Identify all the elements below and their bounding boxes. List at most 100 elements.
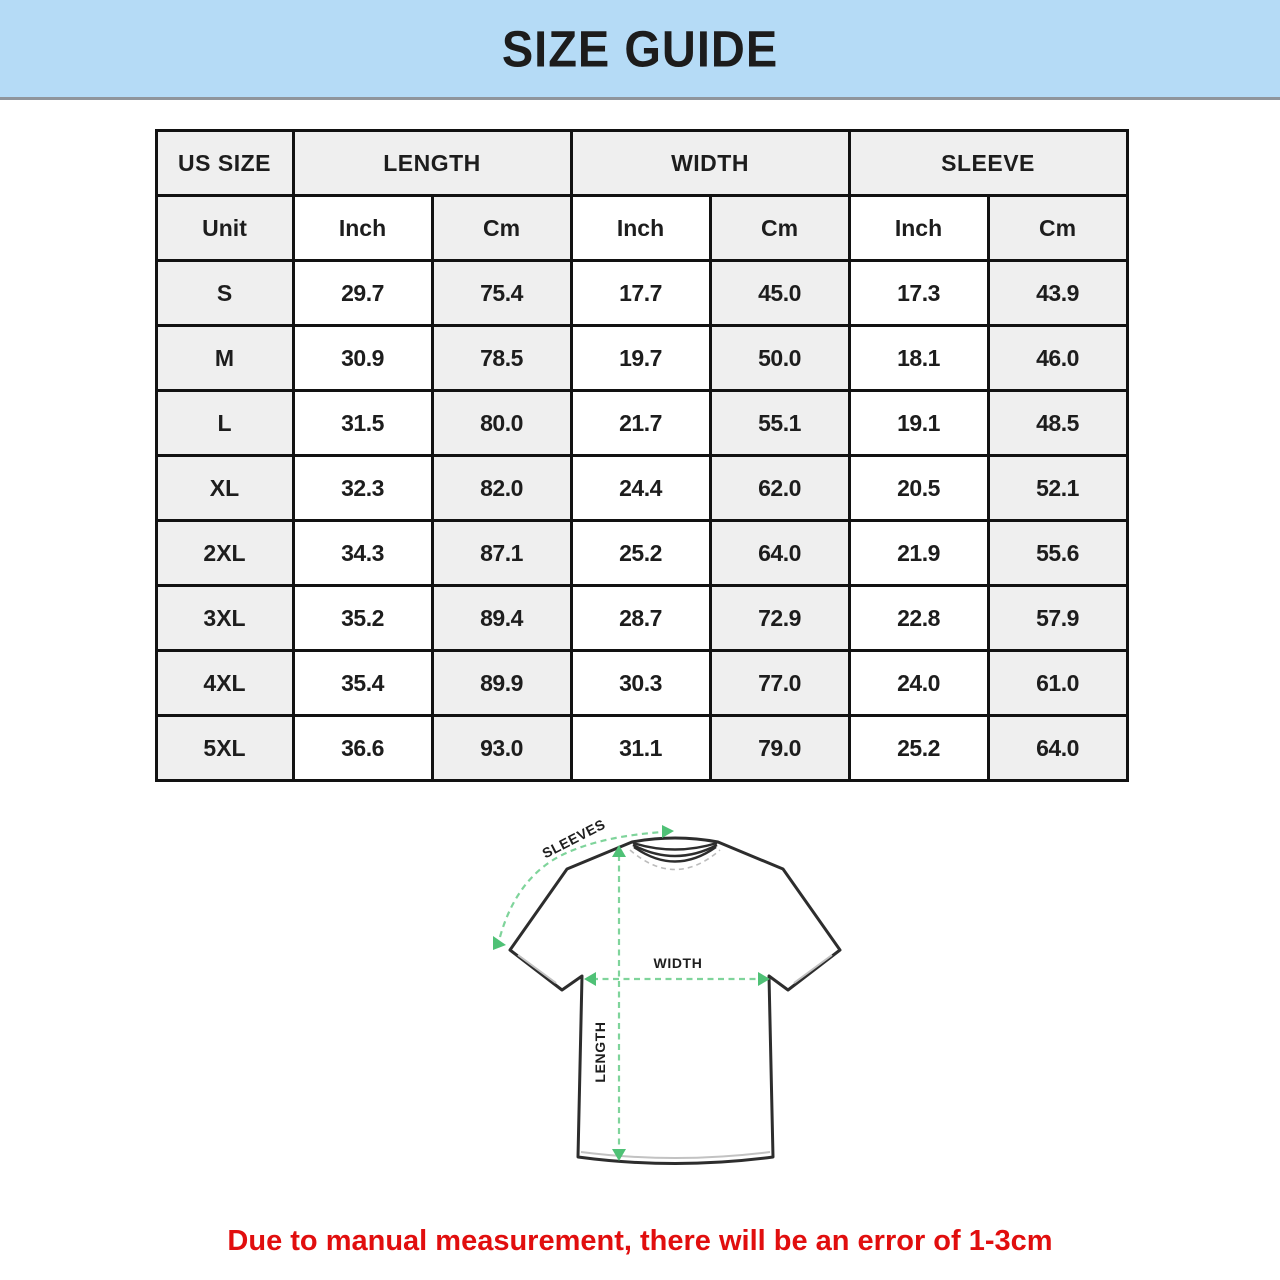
group-header-sleeve: SLEEVE — [847, 129, 1129, 197]
value-cell: 21.9 — [847, 519, 990, 587]
value-cell: 43.9 — [986, 259, 1129, 327]
value-cell: 25.2 — [569, 519, 712, 587]
arrow-down-left-icon — [493, 936, 506, 950]
value-cell: 93.0 — [430, 714, 573, 782]
value-cell: 55.1 — [708, 389, 851, 457]
value-cell: 18.1 — [847, 324, 990, 392]
value-cell: 57.9 — [986, 584, 1129, 652]
value-cell: 21.7 — [569, 389, 712, 457]
unit-cell: Cm — [430, 194, 573, 262]
table-row-xl: XL 32.3 82.0 24.4 62.0 20.5 52.1 — [154, 454, 1129, 522]
measurement-disclaimer: Due to manual measurement, there will be… — [227, 1225, 1053, 1257]
value-cell: 50.0 — [708, 324, 851, 392]
sleeves-label: SLEEVES — [539, 816, 608, 861]
table-row-m: M 30.9 78.5 19.7 50.0 18.1 46.0 — [154, 324, 1129, 392]
size-cell: 4XL — [154, 649, 295, 717]
collar-stitch — [629, 849, 721, 871]
value-cell: 72.9 — [708, 584, 851, 652]
value-cell: 25.2 — [847, 714, 990, 782]
arrow-down-icon — [612, 1149, 626, 1161]
table-row-s: S 29.7 75.4 17.7 45.0 17.3 43.9 — [154, 259, 1129, 327]
tshirt-svg: SLEEVES WIDTH LENGTH — [493, 816, 842, 1165]
value-cell: 52.1 — [986, 454, 1129, 522]
group-header-width: WIDTH — [569, 129, 851, 197]
value-cell: 75.4 — [430, 259, 573, 327]
group-header-us-size: US SIZE — [154, 129, 295, 197]
unit-cell: Cm — [986, 194, 1129, 262]
value-cell: 17.3 — [847, 259, 990, 327]
value-cell: 61.0 — [986, 649, 1129, 717]
value-cell: 34.3 — [291, 519, 434, 587]
unit-cell: Inch — [291, 194, 434, 262]
value-cell: 29.7 — [291, 259, 434, 327]
seam-stitches — [517, 954, 833, 1159]
value-cell: 82.0 — [430, 454, 573, 522]
size-cell: 2XL — [154, 519, 295, 587]
value-cell: 32.3 — [291, 454, 434, 522]
value-cell: 77.0 — [708, 649, 851, 717]
value-cell: 87.1 — [430, 519, 573, 587]
length-arrow — [612, 845, 626, 1161]
size-cell: XL — [154, 454, 295, 522]
value-cell: 62.0 — [708, 454, 851, 522]
value-cell: 78.5 — [430, 324, 573, 392]
value-cell: 17.7 — [569, 259, 712, 327]
group-header-row: US SIZE LENGTH WIDTH SLEEVE — [154, 129, 1129, 197]
page-title: SIZE GUIDE — [501, 19, 779, 78]
value-cell: 24.4 — [569, 454, 712, 522]
value-cell: 46.0 — [986, 324, 1129, 392]
sleeves-arrow — [493, 825, 674, 950]
size-table-body: S 29.7 75.4 17.7 45.0 17.3 43.9 M 30.9 78.5 19.7 50… — [154, 259, 1129, 782]
size-table-container: US SIZE LENGTH WIDTH SLEEVE Unit Inch Cm Inch C… — [154, 129, 1129, 782]
value-cell: 19.7 — [569, 324, 712, 392]
size-cell: S — [154, 259, 295, 327]
table-row-4xl: 4XL 35.4 89.9 30.3 77.0 24.0 61.0 — [154, 649, 1129, 717]
size-cell: L — [154, 389, 295, 457]
value-cell: 55.6 — [986, 519, 1129, 587]
value-cell: 48.5 — [986, 389, 1129, 457]
table-row-l: L 31.5 80.0 21.7 55.1 19.1 48.5 — [154, 389, 1129, 457]
value-cell: 30.9 — [291, 324, 434, 392]
value-cell: 19.1 — [847, 389, 990, 457]
unit-row: Unit Inch Cm Inch Cm Inch Cm — [154, 194, 1129, 262]
arrow-left-icon — [584, 972, 596, 986]
value-cell: 35.2 — [291, 584, 434, 652]
group-header-length: LENGTH — [291, 129, 573, 197]
width-label: WIDTH — [654, 955, 703, 971]
unit-cell: Inch — [847, 194, 990, 262]
size-table: US SIZE LENGTH WIDTH SLEEVE Unit Inch Cm Inch C… — [154, 129, 1129, 782]
collar — [632, 841, 718, 863]
table-row-3xl: 3XL 35.2 89.4 28.7 72.9 22.8 57.9 — [154, 584, 1129, 652]
unit-cell: Cm — [708, 194, 851, 262]
unit-label-cell: Unit — [154, 194, 295, 262]
value-cell: 45.0 — [708, 259, 851, 327]
arrow-up-icon — [612, 845, 626, 857]
size-cell: M — [154, 324, 295, 392]
value-cell: 36.6 — [291, 714, 434, 782]
value-cell: 89.4 — [430, 584, 573, 652]
table-row-2xl: 2XL 34.3 87.1 25.2 64.0 21.9 55.6 — [154, 519, 1129, 587]
tshirt-outline — [508, 836, 842, 1165]
value-cell: 64.0 — [708, 519, 851, 587]
value-cell: 22.8 — [847, 584, 990, 652]
value-cell: 89.9 — [430, 649, 573, 717]
tshirt-diagram: SLEEVES WIDTH LENGTH — [480, 809, 880, 1209]
arrow-right-icon — [758, 972, 770, 986]
value-cell: 35.4 — [291, 649, 434, 717]
value-cell: 64.0 — [986, 714, 1129, 782]
table-row-5xl: 5XL 36.6 93.0 31.1 79.0 25.2 64.0 — [154, 714, 1129, 782]
size-cell: 3XL — [154, 584, 295, 652]
value-cell: 31.5 — [291, 389, 434, 457]
value-cell: 20.5 — [847, 454, 990, 522]
size-cell: 5XL — [154, 714, 295, 782]
size-guide-banner: SIZE GUIDE — [0, 0, 1280, 100]
arrow-right-icon — [662, 825, 674, 838]
unit-cell: Inch — [569, 194, 712, 262]
length-label: LENGTH — [592, 1021, 608, 1082]
value-cell: 31.1 — [569, 714, 712, 782]
value-cell: 28.7 — [569, 584, 712, 652]
value-cell: 30.3 — [569, 649, 712, 717]
value-cell: 80.0 — [430, 389, 573, 457]
width-arrow — [584, 972, 770, 986]
value-cell: 79.0 — [708, 714, 851, 782]
